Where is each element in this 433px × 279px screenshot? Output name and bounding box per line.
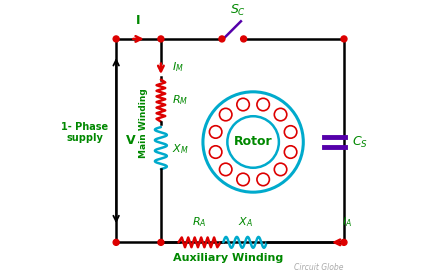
Circle shape — [341, 239, 347, 245]
Text: $X_A$: $X_A$ — [238, 216, 252, 229]
Text: 1- Phase
supply: 1- Phase supply — [61, 122, 109, 143]
Text: $I_A$: $I_A$ — [342, 216, 352, 229]
Text: I: I — [136, 14, 141, 27]
Text: $R_M$: $R_M$ — [172, 93, 188, 107]
Text: $S_C$: $S_C$ — [230, 3, 246, 18]
Circle shape — [219, 36, 225, 42]
Circle shape — [113, 239, 119, 245]
Text: V: V — [126, 134, 135, 147]
Text: Rotor: Rotor — [234, 136, 272, 148]
Text: $X_M$: $X_M$ — [172, 142, 188, 156]
Circle shape — [158, 239, 164, 245]
Text: Auxiliary Winding: Auxiliary Winding — [173, 253, 283, 263]
Circle shape — [241, 36, 247, 42]
Text: $C_S$: $C_S$ — [352, 134, 368, 150]
Text: Main Winding: Main Winding — [139, 88, 148, 158]
Text: $I_M$: $I_M$ — [172, 61, 184, 74]
Text: Circuit Globe: Circuit Globe — [294, 263, 344, 272]
Circle shape — [158, 36, 164, 42]
Circle shape — [113, 36, 119, 42]
Text: $R_A$: $R_A$ — [192, 216, 207, 229]
Circle shape — [341, 36, 347, 42]
